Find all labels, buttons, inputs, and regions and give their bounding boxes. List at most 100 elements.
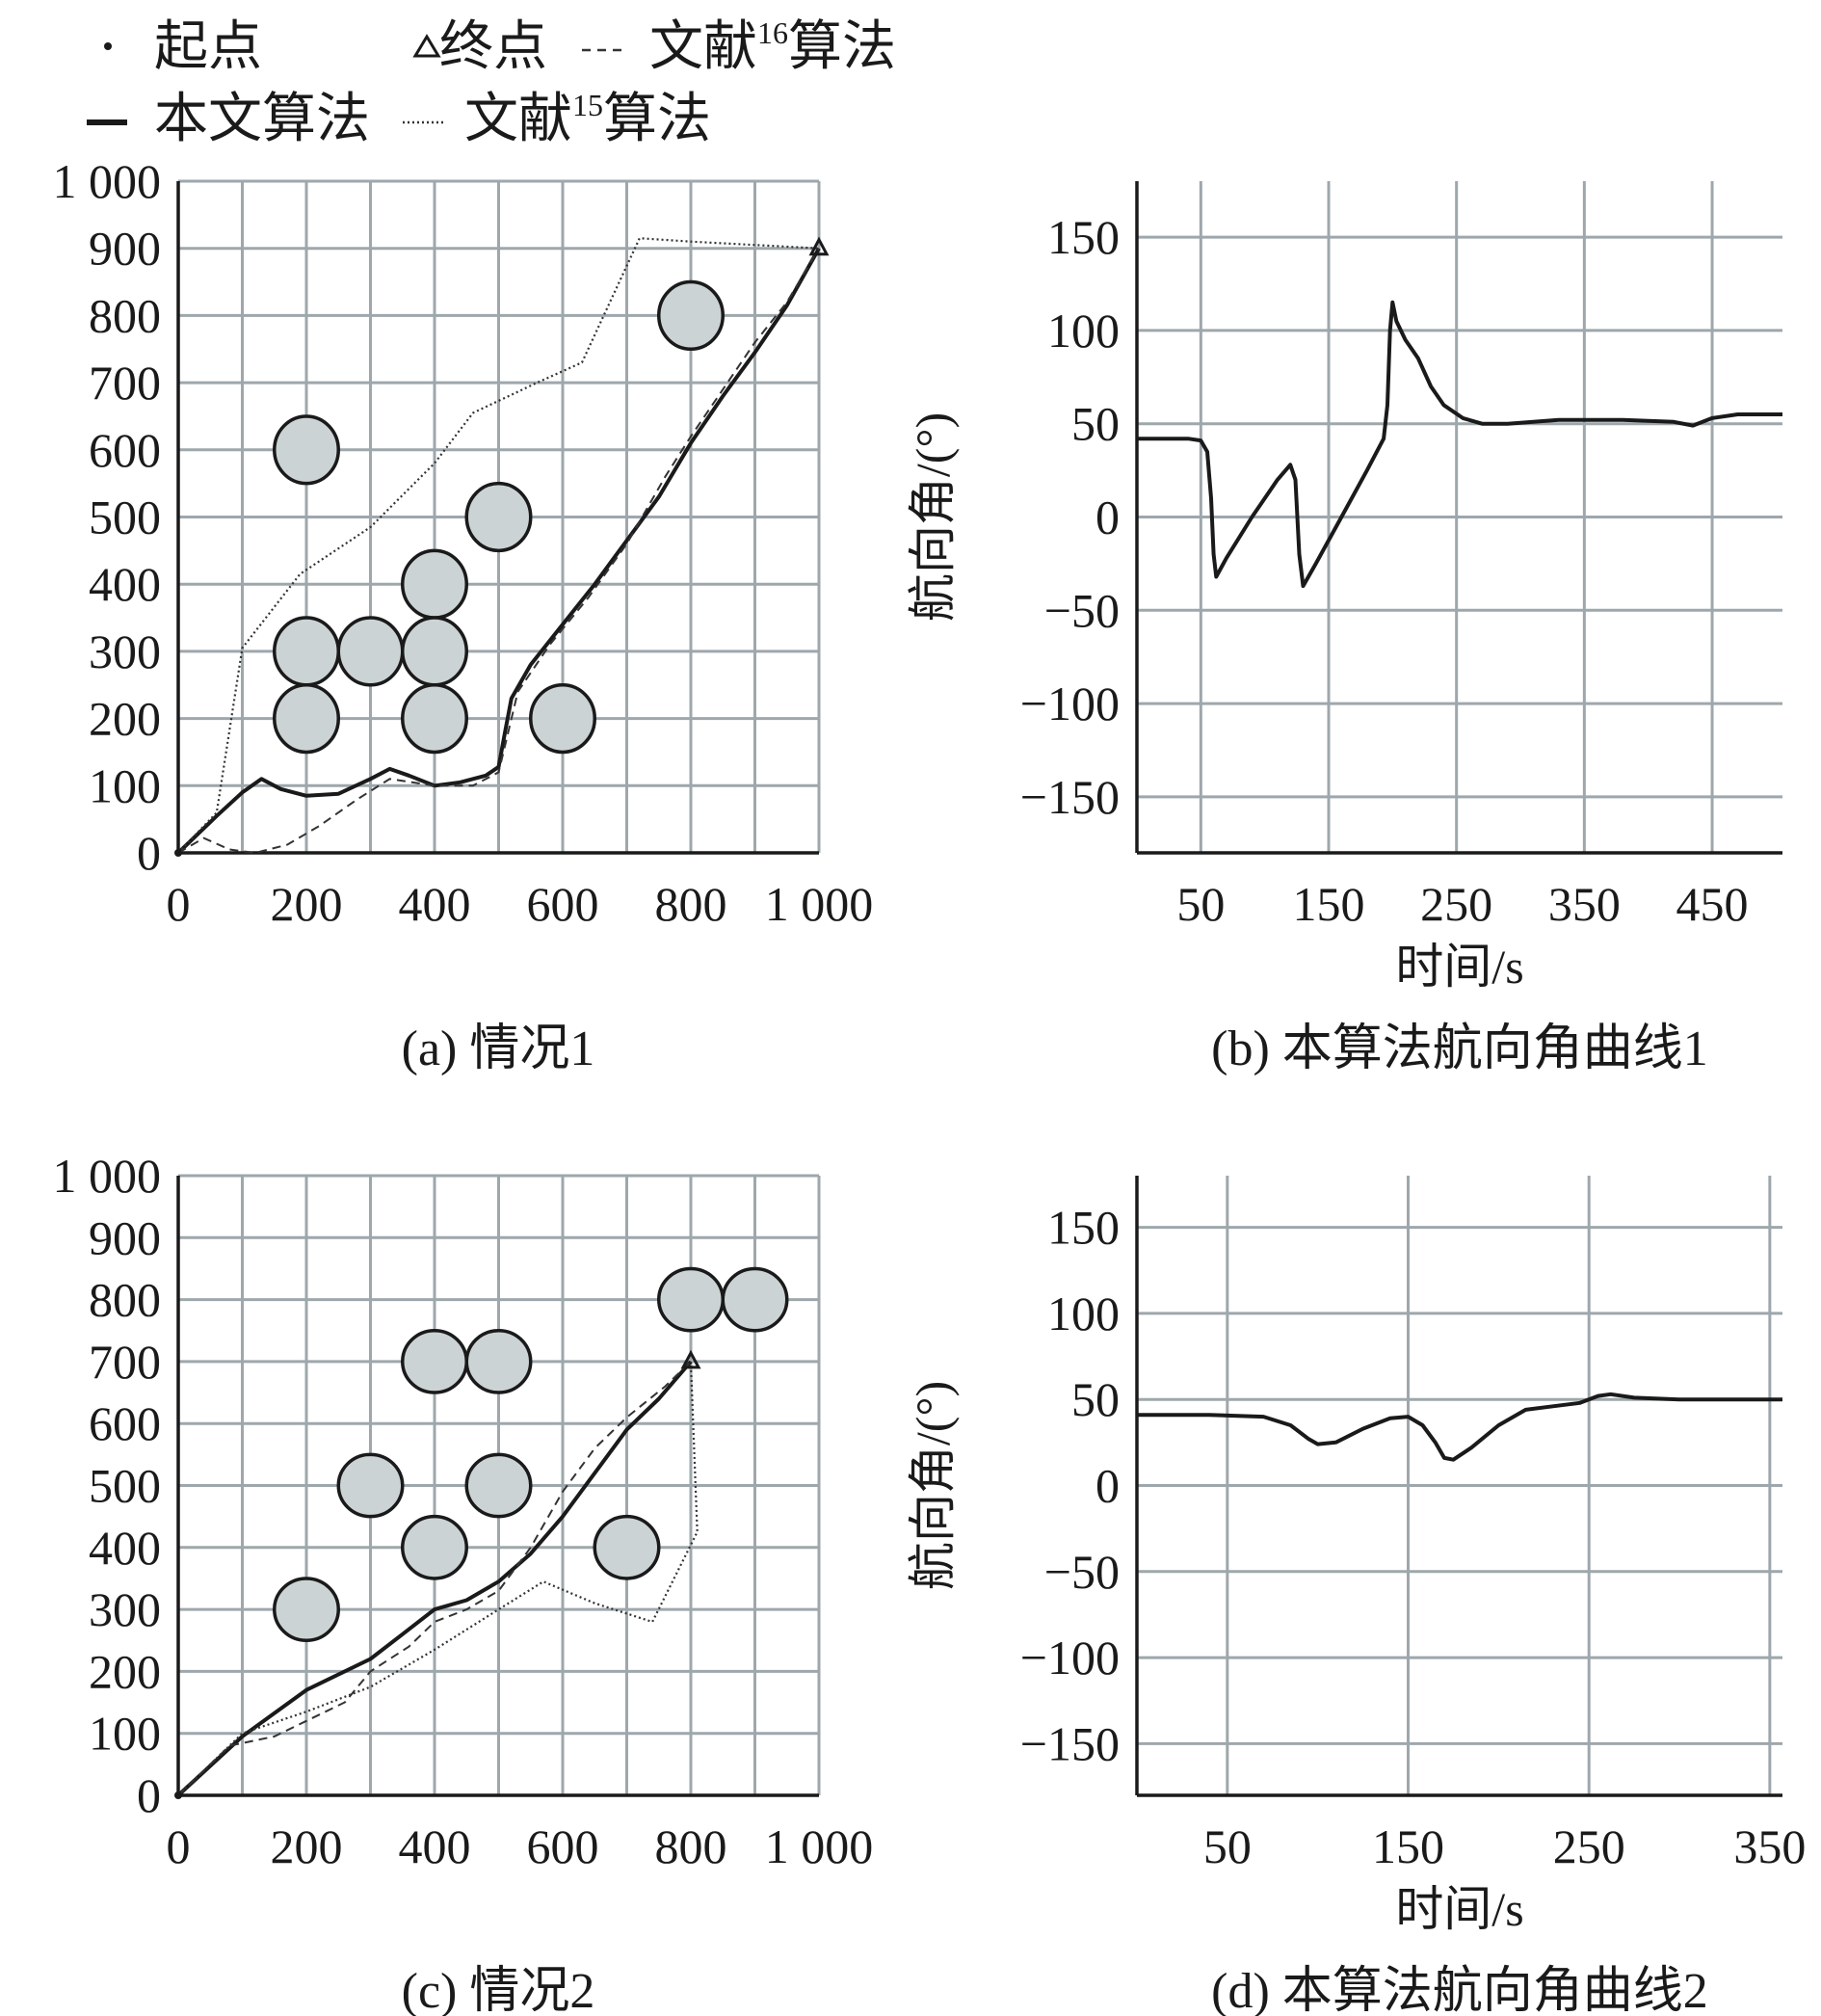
x-tick-label: 150 — [1372, 1819, 1444, 1873]
x-tick-label: 200 — [271, 877, 343, 931]
legend-start-marker — [104, 42, 112, 50]
y-tick-label: 600 — [89, 423, 161, 477]
y-tick-label: −150 — [1020, 770, 1120, 824]
y-axis-label: 航向角/(°) — [906, 412, 960, 622]
obstacle-circle — [657, 279, 725, 351]
end-point-marker — [808, 236, 830, 256]
y-tick-label: 900 — [89, 222, 161, 276]
series-ref16-line — [177, 248, 820, 855]
y-tick-label: 0 — [1095, 1459, 1120, 1513]
series-ours-line — [176, 1360, 693, 1797]
legend-ref16-label: 文献16算法 — [649, 15, 896, 77]
legend: 起点 终点 文献16算法 本文算法 文献15算法 — [87, 15, 896, 149]
x-tick-label: 1 000 — [765, 1819, 874, 1873]
y-tick-label: −100 — [1020, 1631, 1120, 1684]
obstacle-circle — [401, 1514, 468, 1580]
obstacle-circle — [721, 1266, 789, 1333]
y-tick-label: 600 — [89, 1396, 161, 1450]
y-tick-label: 400 — [89, 1521, 161, 1575]
y-tick-label: 200 — [89, 1644, 161, 1698]
obstacle-circle — [401, 616, 468, 687]
x-tick-label: 800 — [655, 877, 727, 931]
y-tick-label: 800 — [89, 288, 161, 342]
panel-b-heading-plot: 50 150 250 350 450 150 100 50 0 −50 −100 −150 时间/s 航向… — [906, 181, 1782, 1076]
obstacle-circle — [657, 1266, 725, 1333]
legend-start-label: 起点 — [154, 17, 262, 77]
x-tick-label: 0 — [167, 1819, 191, 1873]
obstacle-circle — [273, 683, 340, 755]
y-axis-label: 航向角/(°) — [906, 1381, 960, 1590]
panel-c-path-plot: 0 200 400 600 800 1 000 0 100 200 300 400 500 600 700… — [53, 1149, 874, 2016]
start-point-marker — [174, 1791, 182, 1799]
y-tick-label: 1 000 — [53, 154, 162, 208]
y-tick-label: 500 — [89, 491, 161, 544]
x-tick-label: 250 — [1553, 1819, 1625, 1873]
x-tick-label: 400 — [399, 1819, 471, 1873]
x-tick-label: 350 — [1733, 1819, 1806, 1873]
obstacle-circle — [273, 616, 340, 687]
series-ours-line — [176, 247, 821, 855]
panel-a-path-plot: 0 200 400 600 800 1 000 0 100 200 300 400 500 600 700… — [53, 154, 874, 1076]
y-tick-label: 0 — [1095, 491, 1120, 544]
y-tick-label: −50 — [1044, 1545, 1120, 1599]
x-tick-label: 600 — [527, 877, 599, 931]
obstacle-circle — [529, 683, 596, 755]
heading-angle-line — [1137, 1392, 1782, 1462]
x-axis-label: 时间/s — [1395, 940, 1523, 994]
panel-caption: (d) 本算法航向角曲线2 — [1211, 1964, 1708, 2016]
y-tick-label: 900 — [89, 1210, 161, 1264]
y-tick-label: 0 — [137, 1768, 161, 1822]
x-tick-label: 450 — [1676, 877, 1749, 931]
y-tick-label: 700 — [89, 1335, 161, 1389]
panel-caption: (a) 情况1 — [402, 1021, 595, 1076]
y-tick-label: 400 — [89, 557, 161, 611]
x-tick-label: 400 — [399, 877, 471, 931]
x-tick-label: 250 — [1420, 877, 1492, 931]
x-tick-label: 600 — [527, 1819, 599, 1873]
y-tick-label: 0 — [137, 826, 161, 880]
y-tick-label: 500 — [89, 1459, 161, 1513]
heading-angle-line — [1137, 300, 1782, 589]
panel-caption: (c) 情况2 — [402, 1964, 595, 2016]
y-tick-label: 100 — [1047, 1287, 1120, 1340]
series-ref16-line — [177, 1361, 692, 1796]
panel-d-heading-plot: 50 150 250 350 150 100 50 0 −50 −100 −150 时间/s 航向角/(… — [906, 1176, 1806, 2016]
x-tick-label: 1 000 — [765, 877, 874, 931]
y-tick-label: 800 — [89, 1273, 161, 1327]
start-point-marker — [174, 849, 182, 857]
y-tick-label: 100 — [1047, 304, 1120, 358]
y-tick-label: 1 000 — [53, 1149, 162, 1203]
obstacle-circle — [273, 1577, 340, 1642]
legend-end-label: 终点 — [439, 17, 547, 77]
y-tick-label: 150 — [1047, 210, 1120, 264]
y-tick-label: 100 — [89, 758, 161, 812]
series-ref15-line — [177, 237, 820, 854]
x-tick-label: 350 — [1548, 877, 1621, 931]
obstacle-circle — [464, 1329, 533, 1394]
y-tick-label: −100 — [1020, 676, 1120, 730]
y-tick-label: 300 — [89, 624, 161, 678]
obstacle-circle — [336, 1452, 405, 1519]
y-tick-label: 50 — [1071, 1372, 1120, 1426]
obstacle-circle — [464, 1452, 533, 1519]
obstacle-circle — [401, 683, 468, 755]
legend-ref15-label: 文献15算法 — [464, 88, 711, 149]
legend-end-marker — [412, 34, 441, 58]
y-tick-label: 300 — [89, 1582, 161, 1636]
x-axis-label: 时间/s — [1395, 1882, 1523, 1936]
y-tick-label: 200 — [89, 692, 161, 746]
panel-caption: (b) 本算法航向角曲线1 — [1211, 1021, 1708, 1076]
obstacle-circle — [273, 414, 340, 486]
y-tick-label: 700 — [89, 356, 161, 410]
x-tick-label: 200 — [271, 1819, 343, 1873]
y-tick-label: −150 — [1020, 1716, 1120, 1770]
x-tick-label: 50 — [1203, 1819, 1252, 1873]
y-tick-label: 100 — [89, 1707, 161, 1761]
obstacle-circle — [593, 1514, 661, 1580]
x-tick-label: 0 — [167, 877, 191, 931]
x-tick-label: 800 — [655, 1819, 727, 1873]
end-point-marker — [680, 1349, 701, 1369]
obstacle-circle — [401, 548, 468, 620]
obstacle-circle — [464, 481, 533, 553]
